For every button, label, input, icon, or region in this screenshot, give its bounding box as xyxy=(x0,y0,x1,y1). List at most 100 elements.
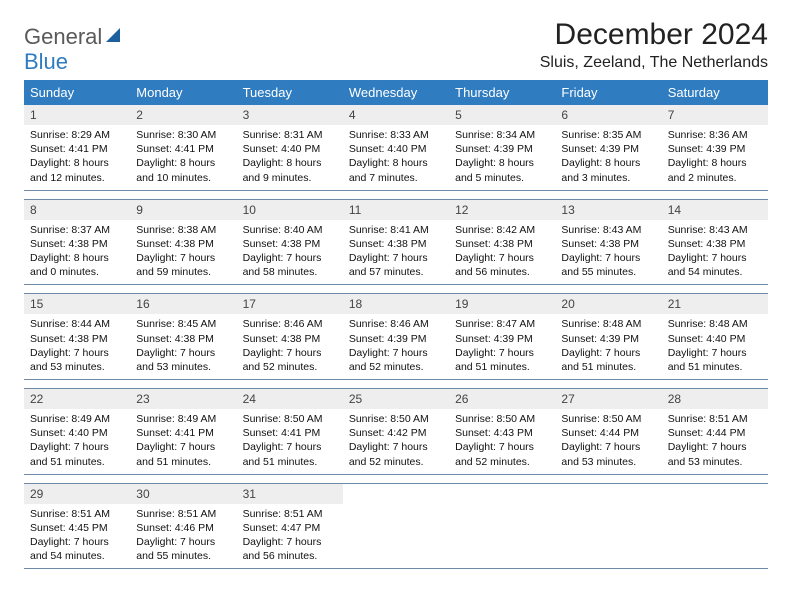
day-detail: Sunrise: 8:36 AMSunset: 4:39 PMDaylight:… xyxy=(662,125,768,190)
day-number: 3 xyxy=(237,105,343,125)
day-detail: Sunrise: 8:44 AMSunset: 4:38 PMDaylight:… xyxy=(24,314,130,379)
day-cell: 17Sunrise: 8:46 AMSunset: 4:38 PMDayligh… xyxy=(237,294,343,379)
day-detail: Sunrise: 8:29 AMSunset: 4:41 PMDaylight:… xyxy=(24,125,130,190)
day-cell: 8Sunrise: 8:37 AMSunset: 4:38 PMDaylight… xyxy=(24,200,130,285)
day-number: 19 xyxy=(449,294,555,314)
day-detail: Sunrise: 8:33 AMSunset: 4:40 PMDaylight:… xyxy=(343,125,449,190)
day-detail: Sunrise: 8:30 AMSunset: 4:41 PMDaylight:… xyxy=(130,125,236,190)
day-cell: 15Sunrise: 8:44 AMSunset: 4:38 PMDayligh… xyxy=(24,294,130,379)
day-number: 7 xyxy=(662,105,768,125)
weeks-container: 1Sunrise: 8:29 AMSunset: 4:41 PMDaylight… xyxy=(24,105,768,569)
day-cell: 18Sunrise: 8:46 AMSunset: 4:39 PMDayligh… xyxy=(343,294,449,379)
day-cell: 5Sunrise: 8:34 AMSunset: 4:39 PMDaylight… xyxy=(449,105,555,190)
title-block: December 2024 Sluis, Zeeland, The Nether… xyxy=(540,18,768,72)
day-detail: Sunrise: 8:31 AMSunset: 4:40 PMDaylight:… xyxy=(237,125,343,190)
day-cell: 22Sunrise: 8:49 AMSunset: 4:40 PMDayligh… xyxy=(24,389,130,474)
day-detail: Sunrise: 8:50 AMSunset: 4:44 PMDaylight:… xyxy=(555,409,661,474)
day-detail: Sunrise: 8:42 AMSunset: 4:38 PMDaylight:… xyxy=(449,220,555,285)
day-detail: Sunrise: 8:48 AMSunset: 4:39 PMDaylight:… xyxy=(555,314,661,379)
day-number: 23 xyxy=(130,389,236,409)
day-number: 25 xyxy=(343,389,449,409)
day-cell: 7Sunrise: 8:36 AMSunset: 4:39 PMDaylight… xyxy=(662,105,768,190)
day-cell: 23Sunrise: 8:49 AMSunset: 4:41 PMDayligh… xyxy=(130,389,236,474)
day-cell: 24Sunrise: 8:50 AMSunset: 4:41 PMDayligh… xyxy=(237,389,343,474)
day-detail: Sunrise: 8:46 AMSunset: 4:38 PMDaylight:… xyxy=(237,314,343,379)
day-number: 14 xyxy=(662,200,768,220)
logo: General Blue xyxy=(24,26,124,74)
week-row: 22Sunrise: 8:49 AMSunset: 4:40 PMDayligh… xyxy=(24,388,768,475)
day-number: 6 xyxy=(555,105,661,125)
day-cell: .. xyxy=(449,484,555,569)
day-detail: Sunrise: 8:49 AMSunset: 4:40 PMDaylight:… xyxy=(24,409,130,474)
dow-row: SundayMondayTuesdayWednesdayThursdayFrid… xyxy=(24,80,768,105)
header: General Blue December 2024 Sluis, Zeelan… xyxy=(24,18,768,74)
day-number: 31 xyxy=(237,484,343,504)
logo-text-blue: Blue xyxy=(24,49,68,74)
day-cell: 16Sunrise: 8:45 AMSunset: 4:38 PMDayligh… xyxy=(130,294,236,379)
day-cell: 13Sunrise: 8:43 AMSunset: 4:38 PMDayligh… xyxy=(555,200,661,285)
day-number: 27 xyxy=(555,389,661,409)
day-number: 1 xyxy=(24,105,130,125)
day-cell: .. xyxy=(662,484,768,569)
day-cell: 21Sunrise: 8:48 AMSunset: 4:40 PMDayligh… xyxy=(662,294,768,379)
day-number: 24 xyxy=(237,389,343,409)
day-detail: Sunrise: 8:43 AMSunset: 4:38 PMDaylight:… xyxy=(662,220,768,285)
day-cell: 6Sunrise: 8:35 AMSunset: 4:39 PMDaylight… xyxy=(555,105,661,190)
day-number: 15 xyxy=(24,294,130,314)
day-cell: 25Sunrise: 8:50 AMSunset: 4:42 PMDayligh… xyxy=(343,389,449,474)
day-number: 4 xyxy=(343,105,449,125)
day-detail: Sunrise: 8:51 AMSunset: 4:45 PMDaylight:… xyxy=(24,504,130,569)
day-detail: Sunrise: 8:48 AMSunset: 4:40 PMDaylight:… xyxy=(662,314,768,379)
day-number: 13 xyxy=(555,200,661,220)
day-cell: 27Sunrise: 8:50 AMSunset: 4:44 PMDayligh… xyxy=(555,389,661,474)
day-detail: Sunrise: 8:51 AMSunset: 4:47 PMDaylight:… xyxy=(237,504,343,569)
day-detail: Sunrise: 8:47 AMSunset: 4:39 PMDaylight:… xyxy=(449,314,555,379)
logo-sail-icon xyxy=(104,26,124,51)
day-number: 21 xyxy=(662,294,768,314)
day-detail: Sunrise: 8:51 AMSunset: 4:44 PMDaylight:… xyxy=(662,409,768,474)
day-number: 2 xyxy=(130,105,236,125)
day-detail: Sunrise: 8:41 AMSunset: 4:38 PMDaylight:… xyxy=(343,220,449,285)
day-number: 9 xyxy=(130,200,236,220)
day-cell: 10Sunrise: 8:40 AMSunset: 4:38 PMDayligh… xyxy=(237,200,343,285)
day-number: 8 xyxy=(24,200,130,220)
day-detail: Sunrise: 8:38 AMSunset: 4:38 PMDaylight:… xyxy=(130,220,236,285)
day-detail: Sunrise: 8:50 AMSunset: 4:41 PMDaylight:… xyxy=(237,409,343,474)
day-number: 18 xyxy=(343,294,449,314)
week-row: 29Sunrise: 8:51 AMSunset: 4:45 PMDayligh… xyxy=(24,483,768,570)
month-title: December 2024 xyxy=(540,18,768,52)
logo-text-general: General xyxy=(24,24,102,49)
day-number: 26 xyxy=(449,389,555,409)
day-cell: 30Sunrise: 8:51 AMSunset: 4:46 PMDayligh… xyxy=(130,484,236,569)
dow-header: Thursday xyxy=(449,80,555,105)
dow-header: Monday xyxy=(130,80,236,105)
location: Sluis, Zeeland, The Netherlands xyxy=(540,54,768,72)
day-number: 28 xyxy=(662,389,768,409)
day-cell: 11Sunrise: 8:41 AMSunset: 4:38 PMDayligh… xyxy=(343,200,449,285)
day-number: 17 xyxy=(237,294,343,314)
week-row: 15Sunrise: 8:44 AMSunset: 4:38 PMDayligh… xyxy=(24,293,768,380)
day-detail: Sunrise: 8:43 AMSunset: 4:38 PMDaylight:… xyxy=(555,220,661,285)
day-number: 20 xyxy=(555,294,661,314)
day-cell: 28Sunrise: 8:51 AMSunset: 4:44 PMDayligh… xyxy=(662,389,768,474)
week-row: 1Sunrise: 8:29 AMSunset: 4:41 PMDaylight… xyxy=(24,105,768,191)
day-cell: 14Sunrise: 8:43 AMSunset: 4:38 PMDayligh… xyxy=(662,200,768,285)
week-row: 8Sunrise: 8:37 AMSunset: 4:38 PMDaylight… xyxy=(24,199,768,286)
day-cell: 19Sunrise: 8:47 AMSunset: 4:39 PMDayligh… xyxy=(449,294,555,379)
dow-header: Sunday xyxy=(24,80,130,105)
dow-header: Tuesday xyxy=(237,80,343,105)
day-number: 30 xyxy=(130,484,236,504)
day-cell: 12Sunrise: 8:42 AMSunset: 4:38 PMDayligh… xyxy=(449,200,555,285)
day-detail: Sunrise: 8:50 AMSunset: 4:42 PMDaylight:… xyxy=(343,409,449,474)
day-number: 22 xyxy=(24,389,130,409)
day-cell: 1Sunrise: 8:29 AMSunset: 4:41 PMDaylight… xyxy=(24,105,130,190)
day-detail: Sunrise: 8:46 AMSunset: 4:39 PMDaylight:… xyxy=(343,314,449,379)
day-detail: Sunrise: 8:49 AMSunset: 4:41 PMDaylight:… xyxy=(130,409,236,474)
day-detail: Sunrise: 8:40 AMSunset: 4:38 PMDaylight:… xyxy=(237,220,343,285)
dow-header: Saturday xyxy=(662,80,768,105)
day-cell: .. xyxy=(343,484,449,569)
day-cell: 26Sunrise: 8:50 AMSunset: 4:43 PMDayligh… xyxy=(449,389,555,474)
day-detail: Sunrise: 8:50 AMSunset: 4:43 PMDaylight:… xyxy=(449,409,555,474)
dow-header: Friday xyxy=(555,80,661,105)
day-detail: Sunrise: 8:51 AMSunset: 4:46 PMDaylight:… xyxy=(130,504,236,569)
